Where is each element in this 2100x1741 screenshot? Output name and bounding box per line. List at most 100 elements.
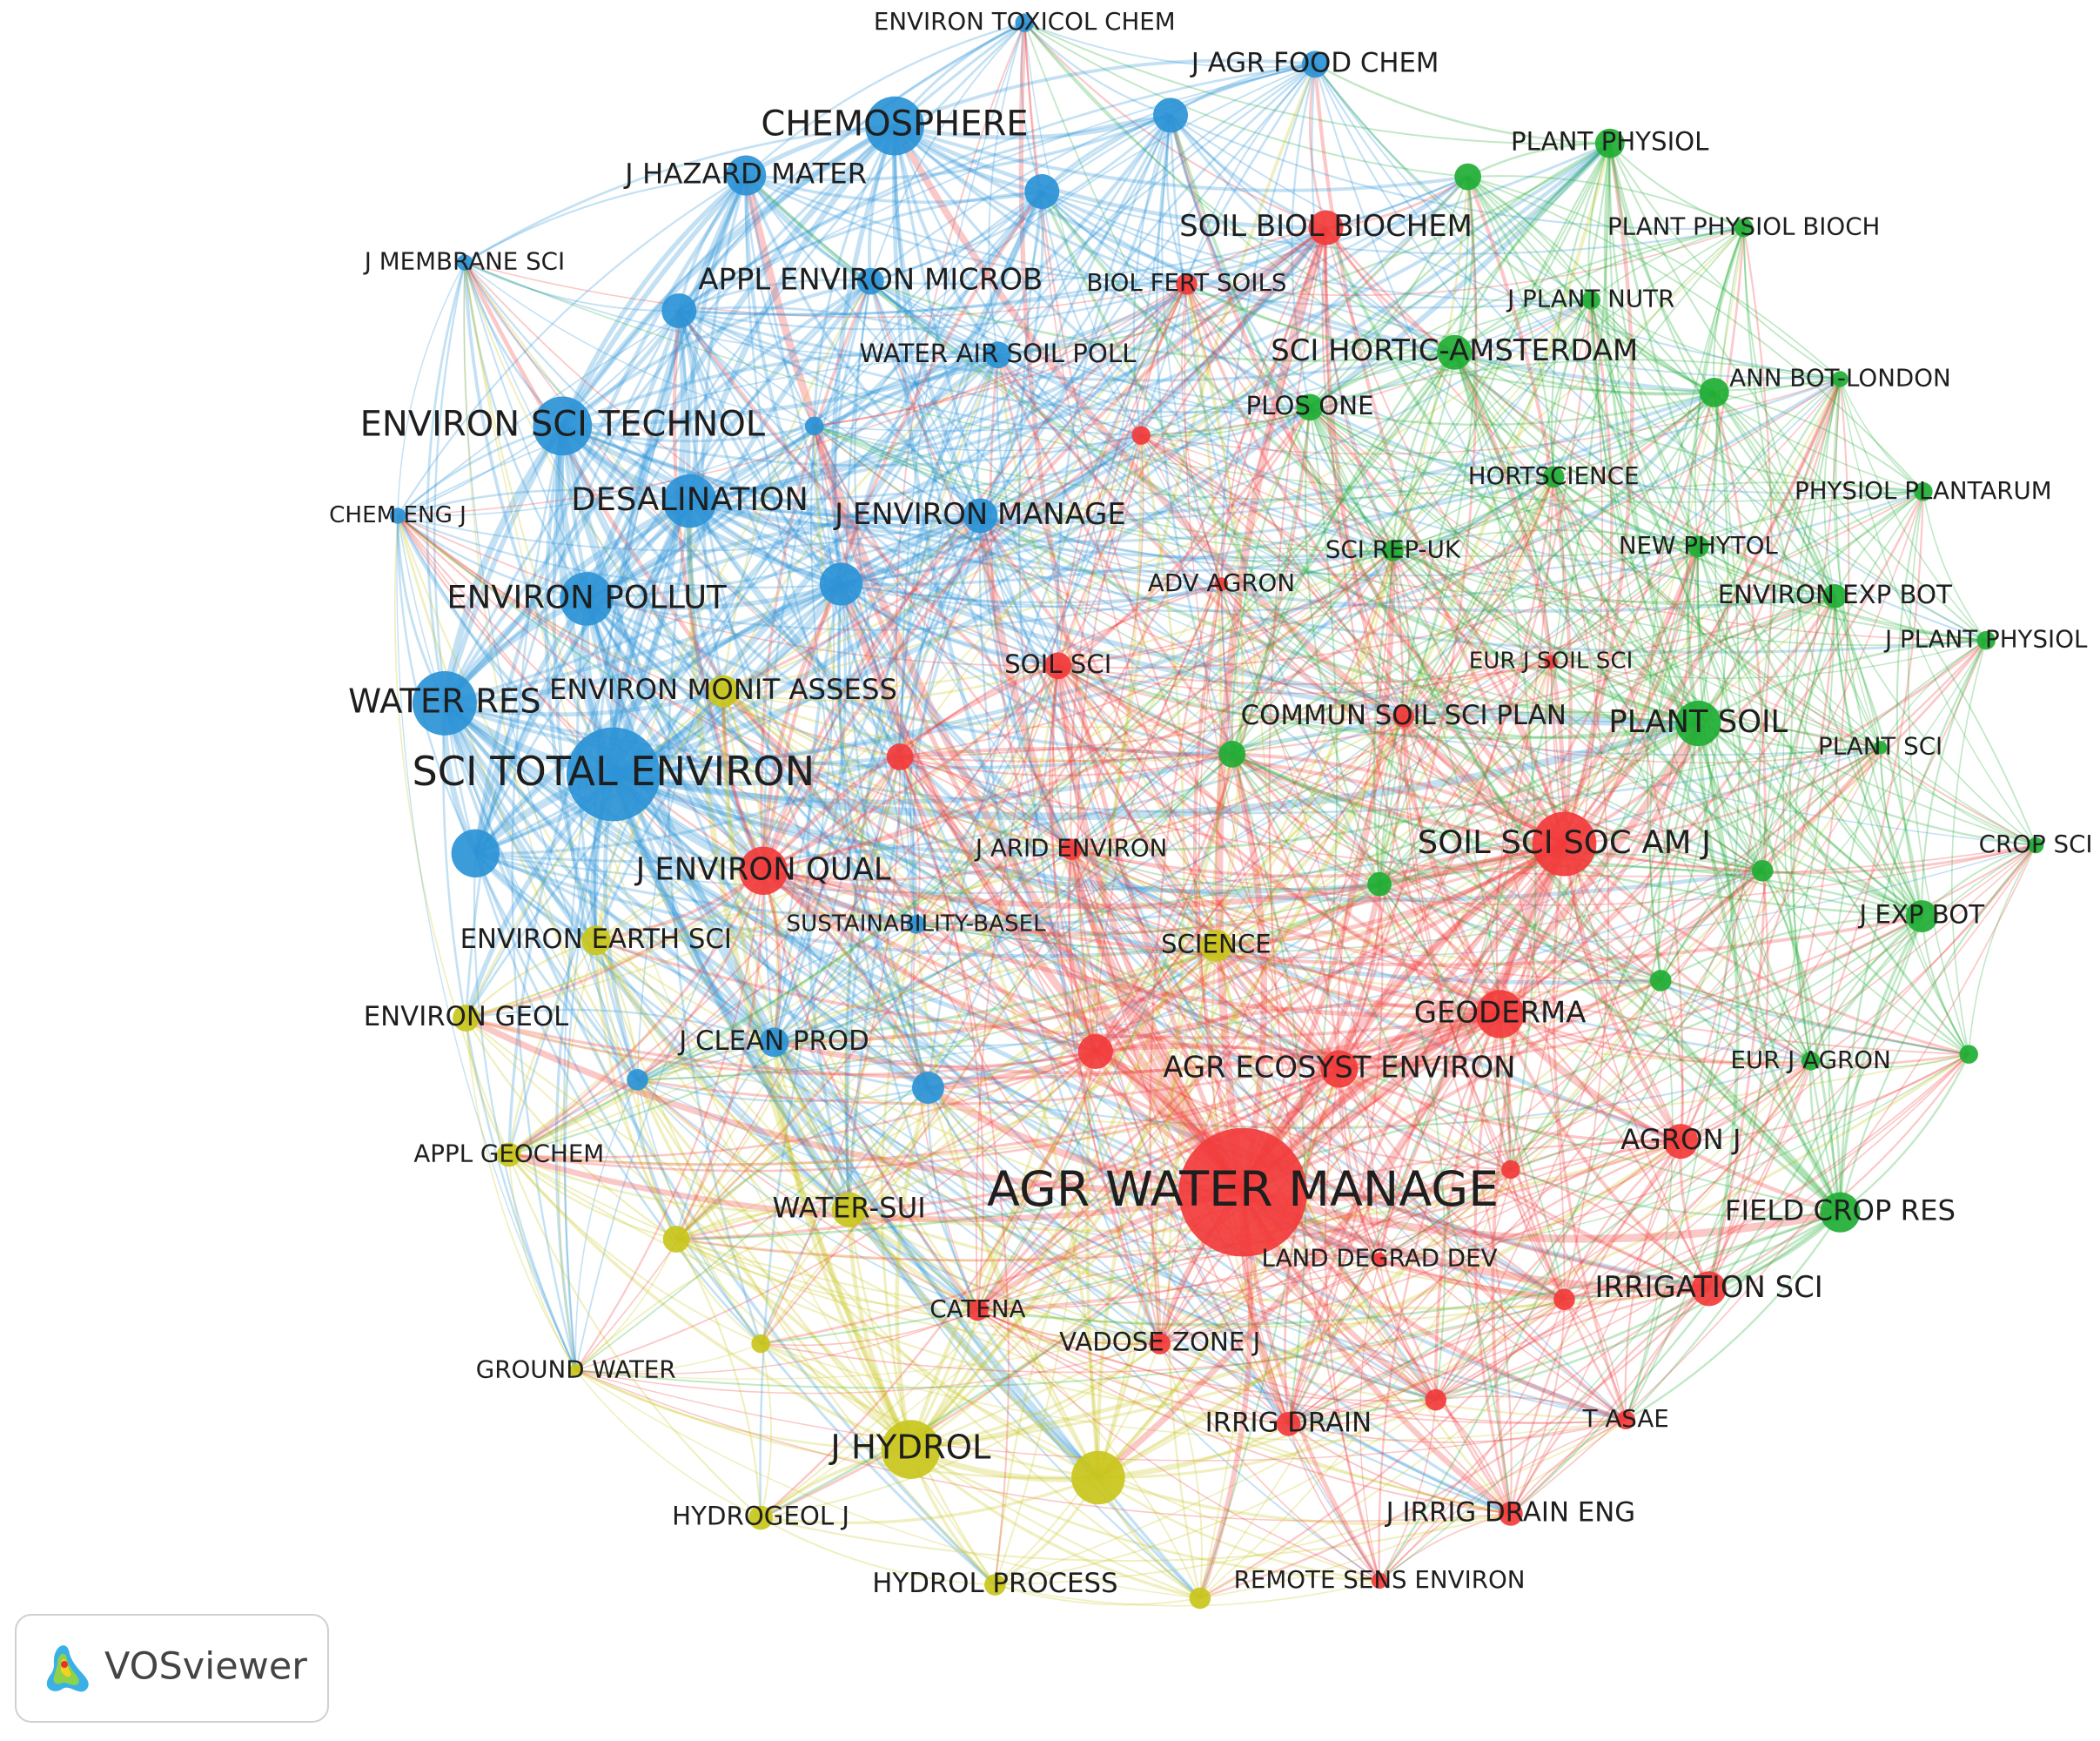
edge xyxy=(1697,546,1835,597)
edge xyxy=(1140,434,1881,749)
edge xyxy=(675,1139,1681,1262)
edge xyxy=(466,549,1394,1019)
edge xyxy=(1434,1140,1681,1401)
edge xyxy=(465,690,724,1019)
edge xyxy=(1553,476,1812,1062)
edge xyxy=(675,1238,978,1312)
node xyxy=(739,846,788,895)
edge xyxy=(636,1079,978,1311)
edge xyxy=(976,716,1405,1311)
edge xyxy=(1338,639,1988,1071)
node xyxy=(1060,838,1083,860)
edge xyxy=(1215,226,1330,1193)
edge xyxy=(672,310,766,872)
edge xyxy=(1379,883,1710,1289)
edge xyxy=(688,279,872,502)
edge xyxy=(1590,299,1700,548)
edge xyxy=(1833,379,1882,748)
edge xyxy=(1287,476,1555,1425)
edge xyxy=(1433,843,1567,1401)
edge xyxy=(1499,227,1745,1015)
node xyxy=(496,1142,521,1167)
edge xyxy=(848,665,1060,1211)
edge xyxy=(848,944,1217,1211)
edge xyxy=(1068,849,1161,1344)
edge xyxy=(676,1012,1501,1241)
edge xyxy=(1608,143,1841,380)
edge xyxy=(612,719,1700,821)
edge xyxy=(1220,583,1763,872)
edge xyxy=(1403,546,1699,718)
edge xyxy=(636,870,765,1081)
node-label: HYDROL PROCESS xyxy=(872,1568,1117,1599)
edge xyxy=(1097,747,1882,1479)
edge xyxy=(916,924,1380,1260)
edge xyxy=(1309,407,1512,1170)
edge xyxy=(1680,844,2036,1143)
edge xyxy=(841,549,1393,604)
node-label: J IRRIG DRAIN ENG xyxy=(1385,1496,1635,1528)
edge xyxy=(1231,753,1763,872)
edge xyxy=(560,123,896,428)
node-label: WATER AIR SOIL POLL xyxy=(859,339,1137,368)
edge xyxy=(1337,842,1566,1071)
edge xyxy=(814,226,1327,427)
edge xyxy=(688,500,1340,1072)
edge xyxy=(1070,283,1188,850)
edge xyxy=(979,514,1811,1062)
edge xyxy=(1337,716,1405,1070)
edge xyxy=(840,582,1058,668)
edge xyxy=(977,1309,1160,1346)
edge xyxy=(1552,844,1627,1421)
edge xyxy=(1023,22,1326,229)
edge xyxy=(560,425,766,873)
edge xyxy=(1041,191,1143,436)
edge xyxy=(675,434,1143,1240)
node-label: AGR ECOSYST ENVIRON xyxy=(1163,1051,1515,1085)
edge xyxy=(1167,945,1218,1599)
edge xyxy=(1097,1068,1342,1480)
edge xyxy=(1185,283,1455,353)
edge xyxy=(1070,844,2036,906)
edge xyxy=(397,514,1841,1213)
edge xyxy=(561,424,1835,613)
edge xyxy=(1231,475,1554,756)
edge xyxy=(1070,549,1394,850)
edge xyxy=(774,944,1217,1044)
edge xyxy=(508,1153,849,1213)
edge xyxy=(688,499,1699,727)
edge xyxy=(976,1012,1500,1312)
edge xyxy=(1379,1168,1512,1260)
edge xyxy=(1231,490,1923,756)
edge xyxy=(678,63,1316,313)
edge xyxy=(677,310,1097,1053)
node-label: J ARID ENVIRON xyxy=(974,834,1168,863)
edge xyxy=(814,299,1592,432)
edge xyxy=(1308,64,1327,229)
edge xyxy=(465,1017,1380,1582)
edge xyxy=(721,280,872,692)
edge xyxy=(1287,1169,1512,1425)
edge xyxy=(1159,1060,1812,1345)
edge xyxy=(586,434,1142,601)
edge xyxy=(1070,546,1699,850)
edge xyxy=(979,515,1059,667)
node-label: SCI HORTIC-AMSTERDAM xyxy=(1271,333,1638,367)
edge xyxy=(1553,476,1699,548)
edge xyxy=(760,661,1552,1519)
edge xyxy=(1625,916,1923,1421)
edge xyxy=(595,283,1188,942)
edge xyxy=(762,514,982,871)
node xyxy=(856,267,884,295)
edge xyxy=(976,514,1246,1195)
edge xyxy=(443,702,1512,1516)
edge xyxy=(1097,434,1185,1478)
edge xyxy=(1379,746,1881,885)
edge xyxy=(1231,752,1501,1015)
edge xyxy=(909,143,1612,1451)
edge xyxy=(1809,844,2036,1062)
edge xyxy=(1231,752,1566,846)
edge xyxy=(1313,64,1567,845)
edge xyxy=(611,773,979,1312)
edge xyxy=(1314,64,1592,301)
